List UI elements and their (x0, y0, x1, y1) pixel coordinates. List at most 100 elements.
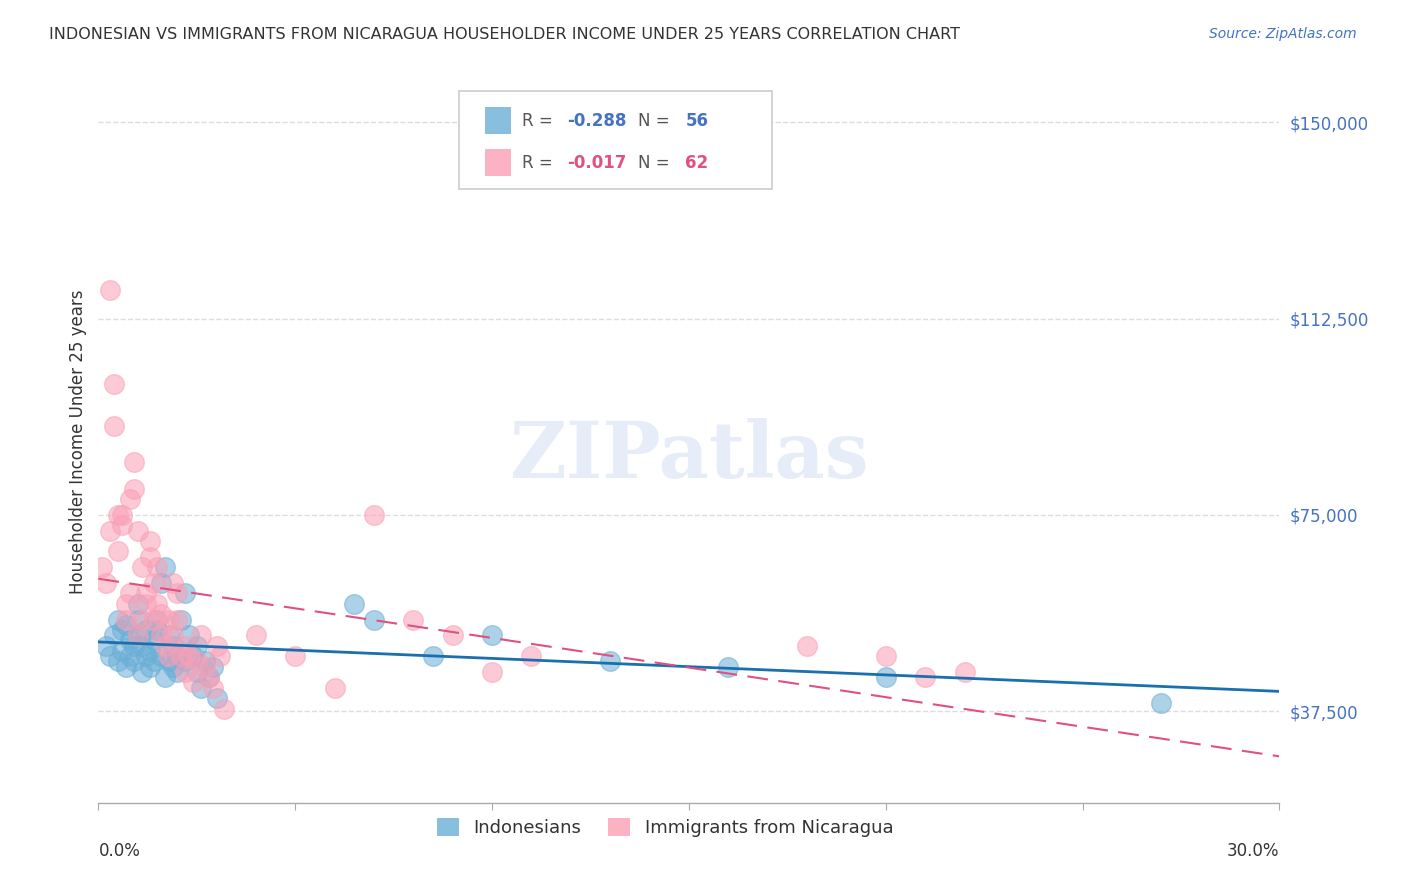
Point (122, 639, 145, 653)
Point (127, 628, 149, 642)
Point (138, 549, 160, 564)
Text: ZIPatlas: ZIPatlas (509, 418, 869, 494)
Point (111, 518, 134, 533)
Point (98, 649, 121, 664)
Point (131, 665, 153, 679)
Point (186, 655, 208, 669)
Point (201, 681, 224, 695)
Point (103, 628, 125, 642)
Point (205, 639, 228, 653)
Point (174, 665, 197, 679)
Point (138, 659, 160, 673)
Point (174, 655, 197, 669)
Point (135, 597, 157, 611)
Point (599, 655, 621, 669)
Point (157, 655, 180, 669)
Text: N =: N = (638, 112, 675, 129)
Point (111, 644, 134, 658)
Legend: Indonesians, Immigrants from Nicaragua: Indonesians, Immigrants from Nicaragua (430, 811, 900, 845)
Point (181, 649, 204, 664)
Point (96, 575, 118, 590)
Point (146, 623, 169, 637)
Point (157, 613, 180, 627)
Point (155, 639, 177, 653)
Point (177, 628, 200, 642)
Y-axis label: Householder Income Under 25 years: Householder Income Under 25 years (69, 289, 87, 594)
Point (875, 649, 897, 664)
Point (135, 649, 157, 664)
Point (127, 628, 149, 642)
Point (209, 649, 232, 664)
Point (118, 633, 141, 648)
Point (135, 586, 157, 600)
Point (107, 613, 129, 627)
Point (363, 508, 385, 522)
Point (96, 639, 118, 653)
Point (875, 670, 897, 684)
Point (150, 649, 173, 664)
Point (103, 418, 125, 433)
Text: R =: R = (523, 112, 558, 129)
Point (122, 482, 145, 496)
Point (205, 691, 228, 706)
Point (150, 628, 173, 642)
Point (162, 639, 184, 653)
Point (107, 544, 129, 558)
Point (796, 639, 818, 653)
Point (520, 649, 543, 664)
Point (98, 524, 121, 538)
Point (98, 283, 121, 297)
Point (190, 681, 212, 695)
Point (166, 586, 188, 600)
Point (131, 560, 153, 574)
Point (201, 659, 224, 673)
Point (323, 681, 346, 695)
Text: Source: ZipAtlas.com: Source: ZipAtlas.com (1209, 27, 1357, 41)
Text: -0.288: -0.288 (567, 112, 627, 129)
Point (214, 701, 236, 715)
Point (717, 659, 740, 673)
Point (115, 613, 138, 627)
Point (111, 508, 134, 522)
Point (166, 613, 188, 627)
Point (441, 628, 464, 642)
Point (174, 586, 197, 600)
Point (122, 455, 145, 469)
Point (162, 659, 184, 673)
Point (402, 613, 425, 627)
Point (142, 613, 165, 627)
Point (135, 623, 157, 637)
Point (181, 675, 204, 690)
Point (914, 670, 936, 684)
Point (194, 659, 217, 673)
Point (170, 613, 193, 627)
Point (118, 492, 141, 507)
Text: 62: 62 (685, 153, 709, 171)
Point (186, 665, 208, 679)
Point (174, 639, 197, 653)
Point (142, 655, 165, 669)
Point (166, 649, 188, 664)
Point (1150, 696, 1173, 710)
Point (157, 628, 180, 642)
Point (170, 649, 193, 664)
Point (107, 508, 129, 522)
Point (481, 628, 503, 642)
Point (150, 607, 173, 622)
Point (146, 613, 169, 627)
Point (166, 665, 188, 679)
Point (177, 649, 200, 664)
Point (190, 628, 212, 642)
Point (107, 655, 129, 669)
Text: 0.0%: 0.0% (98, 842, 141, 860)
Text: -0.017: -0.017 (567, 153, 627, 171)
Point (131, 639, 153, 653)
Text: 56: 56 (685, 112, 709, 129)
Point (422, 649, 444, 664)
Point (127, 613, 149, 627)
Point (155, 670, 177, 684)
Point (194, 655, 217, 669)
Point (284, 649, 307, 664)
Point (91, 560, 114, 574)
Point (115, 597, 138, 611)
